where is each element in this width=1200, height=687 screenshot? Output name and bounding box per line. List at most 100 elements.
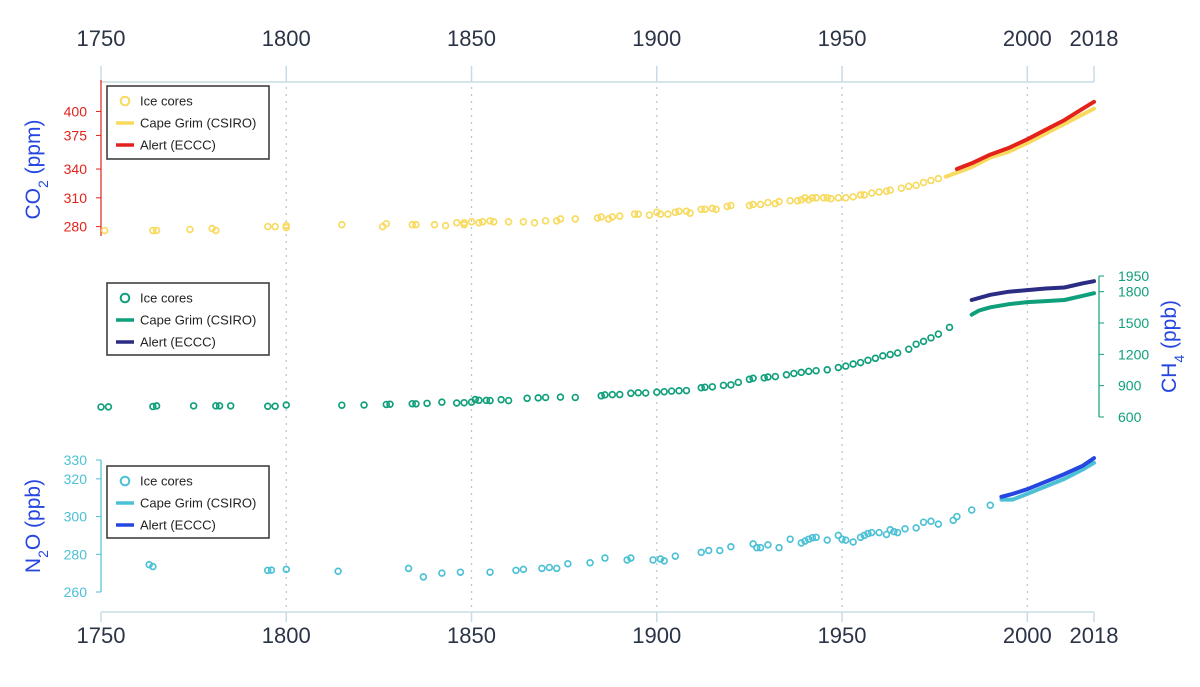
ch4-ice-core-point — [834, 363, 843, 372]
ch4-ice-core-point — [749, 374, 757, 383]
ch4-ice-core-point — [675, 387, 683, 395]
co2-ice-core-point — [797, 195, 806, 204]
co2-ice-core-point — [701, 205, 709, 214]
co2-ice-core-point — [897, 184, 906, 192]
ch4-y-tick-label: 1950 — [1118, 268, 1149, 284]
ch4-ice-core-point — [189, 402, 198, 410]
n2o-ice-core-point — [438, 569, 446, 577]
top-x-tick-label: 2000 — [1003, 26, 1052, 51]
co2-legend-label: Cape Grim (CSIRO) — [140, 116, 256, 131]
ch4-ice-core-point — [871, 354, 880, 363]
co2-y-axis-title: CO2 (ppm) — [22, 120, 51, 220]
n2o-ice-core-point — [860, 531, 869, 540]
ch4-ice-core-point — [812, 366, 820, 375]
co2-ice-core-point — [723, 202, 731, 211]
co2-ice-core-point — [604, 215, 613, 223]
co2-ice-core-point — [727, 201, 735, 210]
co2-ice-core-point — [152, 226, 161, 235]
ch4-ice-core-point — [282, 401, 291, 409]
ch4-ice-core-point — [945, 323, 954, 332]
ch4-ice-core-point — [701, 383, 709, 391]
n2o-ice-core-point — [512, 566, 520, 575]
co2-ice-core-point — [593, 214, 602, 222]
co2-ice-core-point — [801, 194, 809, 202]
plot-frame — [100, 66, 1095, 622]
co2-ice-core-point — [475, 219, 483, 227]
y-axis-title-unit: (ppm) — [22, 120, 45, 181]
n2o-ice-core-point — [716, 546, 724, 555]
co2-ice-core-point — [615, 212, 624, 220]
co2-ice-core-point — [645, 211, 654, 219]
n2o-ice-core-point — [267, 566, 276, 574]
co2-ice-core-point — [664, 210, 672, 218]
co2-y-tick-label: 375 — [64, 127, 88, 143]
ch4-ice-core-point — [412, 400, 420, 408]
co2-ice-core-point — [408, 220, 416, 229]
ch4-legend-label: Ice cores — [140, 291, 193, 306]
n2o-ice-core-point — [671, 552, 680, 560]
co2-ice-core-point — [653, 208, 661, 216]
co2-ice-core-point — [708, 204, 717, 213]
ch4-ice-core-point — [271, 402, 279, 410]
n2o-ice-core-point — [801, 537, 809, 545]
n2o-ice-core-point — [145, 560, 153, 569]
ch4-ice-core-point — [797, 368, 806, 377]
y-axis-title-main: CO — [22, 188, 45, 220]
ch4-ice-core-point — [104, 403, 113, 411]
n2o-ice-core-point — [727, 542, 735, 551]
ch4-ice-core-point — [97, 403, 105, 411]
co2-ice-core-point — [886, 186, 894, 194]
ch4-ice-core-point — [771, 372, 780, 381]
n2o-ice-core-point — [649, 556, 657, 564]
ch4-ice-core-point — [841, 362, 850, 370]
ch4-ice-core-point — [627, 389, 635, 398]
co2-legend-label: Alert (ECCC) — [140, 138, 216, 153]
ch4-ice-core-point — [879, 352, 887, 360]
co2-ice-core-point — [756, 200, 765, 209]
ch4-ice-core-point — [886, 350, 894, 359]
top-x-tick-label: 1800 — [262, 26, 311, 51]
n2o-ice-core-point — [404, 564, 413, 573]
n2o-legend-label: Ice cores — [140, 474, 193, 489]
y-axis-title-main: N — [22, 558, 45, 573]
n2o-ice-core-point — [890, 527, 898, 536]
y-axis-title-unit: O (ppb) — [22, 479, 45, 550]
y-axis-title-unit: (ppb) — [1158, 300, 1181, 355]
n2o-ice-core-point — [786, 535, 794, 543]
ch4-ice-core-point — [452, 399, 461, 407]
co2-ice-core-point — [282, 223, 291, 232]
co2-ice-core-point — [571, 215, 580, 223]
ch4-ice-core-point — [408, 399, 416, 408]
bottom-x-tick-label: 1950 — [818, 623, 867, 648]
ch4-ice-core-point — [152, 402, 161, 410]
ch4-ice-core-point — [523, 394, 531, 403]
ch4-ice-core-point — [764, 373, 772, 381]
co2-ice-core-point — [100, 226, 109, 235]
n2o-ice-core-point — [864, 529, 872, 538]
co2-ice-core-point — [867, 189, 876, 197]
ch4-ice-core-point — [504, 396, 513, 405]
co2-ice-core-points — [100, 174, 943, 235]
ch4-ice-core-point — [919, 337, 928, 346]
co2-ice-core-point — [467, 218, 476, 226]
co2-ice-core-point — [808, 194, 817, 202]
n2o-ice-core-point — [823, 536, 831, 544]
n2o-panel: 260 280 300 320 330 N2O (ppb) Ice cores Cape Gr… — [22, 452, 1096, 600]
n2o-ice-core-point — [901, 525, 909, 533]
co2-ice-core-point — [786, 196, 794, 205]
ch4-ice-core-point — [423, 399, 431, 408]
n2o-ice-core-point — [456, 568, 465, 576]
co2-ice-core-point — [452, 219, 461, 227]
bottom-x-tick-label: 1850 — [447, 623, 496, 648]
ch4-ice-core-point — [790, 369, 798, 378]
ch4-ice-core-point — [541, 393, 550, 402]
co2-ice-core-point — [849, 193, 857, 201]
co2-ice-core-point — [745, 201, 754, 210]
y-axis-title-subscript: 2 — [35, 550, 51, 558]
co2-ice-core-point — [793, 196, 802, 205]
co2-ice-core-point — [812, 194, 820, 202]
co2-ice-core-point — [697, 205, 705, 214]
n2o-ice-core-point — [538, 564, 546, 573]
ch4-ice-core-point — [760, 374, 768, 382]
